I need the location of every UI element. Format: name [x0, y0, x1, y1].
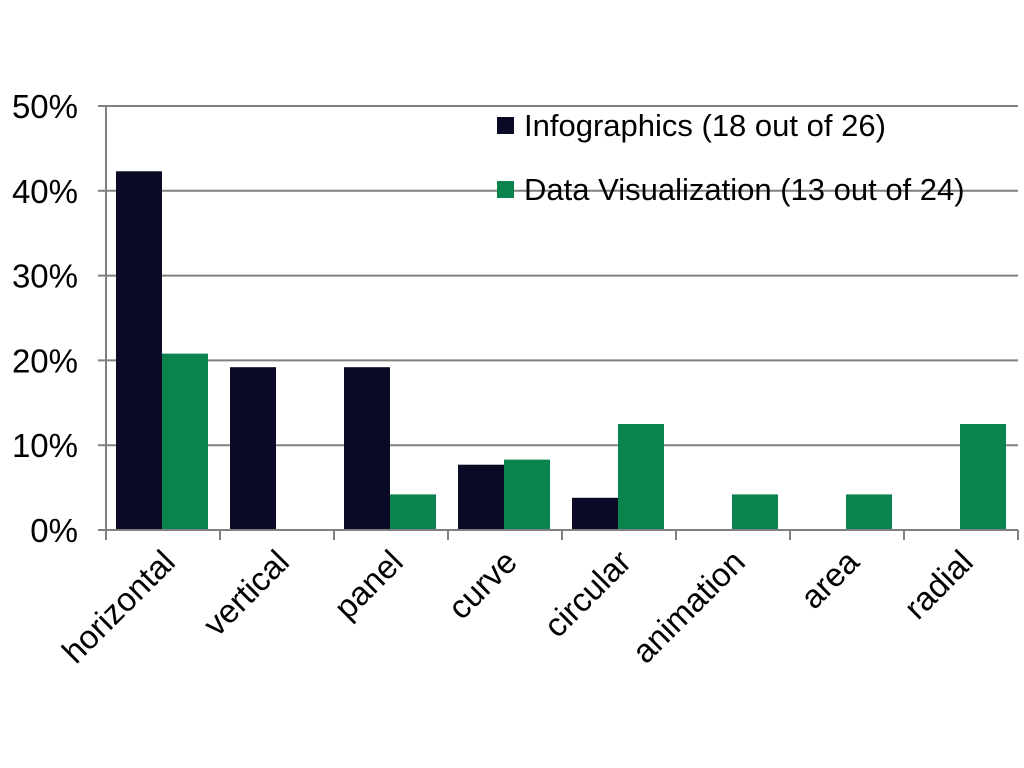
legend-swatch-data-visualization: [497, 181, 514, 198]
y-axis-tick-labels: 0% 10% 20% 30% 40% 50%: [12, 88, 78, 549]
x-tick-label-panel: panel: [327, 543, 410, 626]
bars: [116, 171, 1006, 530]
axes: [98, 105, 1019, 540]
x-tick-label-curve: curve: [441, 543, 524, 626]
y-tick-label: 30%: [12, 258, 78, 295]
x-tick-label-circular: circular: [537, 543, 638, 644]
bar-infographics-circular: [572, 497, 618, 530]
x-tick-label-radial: radial: [897, 543, 980, 626]
x-tick-label-vertical: vertical: [196, 543, 296, 643]
y-tick-label: 50%: [12, 88, 78, 125]
bar-data-visualization-radial: [960, 424, 1006, 530]
y-tick-label: 0%: [30, 512, 78, 549]
bar-data-visualization-area: [846, 494, 892, 530]
legend-label-data-visualization: Data Visualization (13 out of 24): [524, 172, 965, 207]
bar-infographics-horizontal: [116, 171, 162, 530]
y-tick-label: 20%: [12, 342, 78, 379]
legend: Infographics (18 out of 26) Data Visuali…: [497, 108, 965, 207]
bar-infographics-curve: [458, 464, 504, 530]
x-tick-label-horizontal: horizontal: [55, 543, 182, 670]
y-tick-label: 10%: [12, 427, 78, 464]
bar-data-visualization-animation: [732, 494, 778, 530]
bar-data-visualization-curve: [504, 459, 550, 530]
bar-data-visualization-circular: [618, 424, 664, 530]
bar-infographics-vertical: [230, 367, 276, 530]
legend-label-infographics: Infographics (18 out of 26): [524, 108, 886, 143]
legend-swatch-infographics: [497, 117, 514, 134]
x-axis-tick-labels: horizontal vertical panel curve circularanim…: [55, 542, 980, 670]
y-tick-label: 40%: [12, 173, 78, 210]
x-tick-label-animation: animation: [625, 543, 752, 670]
x-tick-label-area: area: [793, 542, 866, 615]
bar-data-visualization-panel: [390, 494, 436, 530]
gridlines: [106, 105, 1018, 447]
bar-data-visualization-horizontal: [162, 353, 208, 530]
bar-infographics-panel: [344, 367, 390, 530]
